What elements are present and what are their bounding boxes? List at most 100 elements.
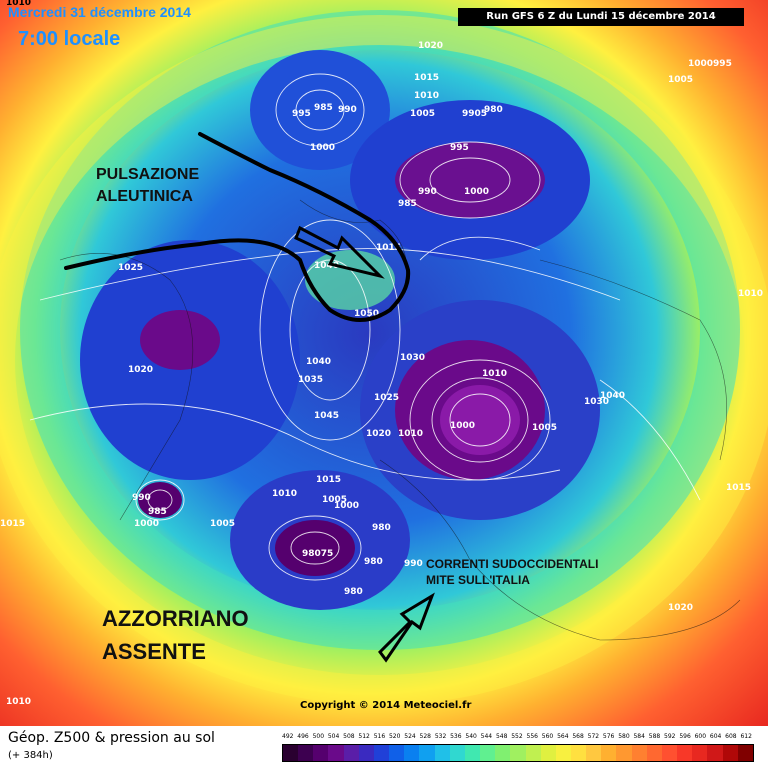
scale-value: 584 [633, 733, 645, 740]
forecast-date: Mercredi 31 décembre 2014 [8, 4, 191, 20]
pressure-label: 990 [418, 187, 437, 197]
pressure-label: 1005 [210, 519, 235, 529]
pressure-label: 1030 [584, 397, 609, 407]
scale-swatch [313, 745, 329, 761]
pressure-label: 1000 [464, 187, 489, 197]
scale-value: 592 [664, 733, 676, 740]
pressure-label: 1020 [668, 603, 693, 613]
forecast-time: 7:00 locale [18, 28, 121, 50]
pressure-label: 1015 [316, 475, 341, 485]
pressure-label: 1005 [668, 75, 693, 85]
scale-value: 504 [327, 733, 340, 740]
scale-swatch [661, 745, 678, 761]
pressure-label: 995 [292, 109, 311, 119]
pressure-label: 1020 [366, 429, 391, 439]
pressure-label: 1005 [322, 495, 347, 505]
scale-value: 528 [419, 733, 431, 740]
scale-value: 604 [709, 733, 722, 740]
pressure-label: 1020 [128, 365, 153, 375]
scale-swatch [510, 745, 526, 761]
scale-swatch [373, 745, 390, 761]
annotation-line: PULSAZIONE [96, 166, 200, 183]
scale-swatch [328, 745, 344, 761]
pressure-label: 1000 [310, 143, 335, 153]
pressure-label: 985 [148, 507, 167, 517]
pressure-label: 980 [484, 105, 503, 115]
scale-swatch [464, 745, 481, 761]
scale-swatch [631, 745, 647, 761]
pressure-label: 1010 [272, 489, 297, 499]
ring-cyan [20, 10, 740, 650]
annotation-line: ASSENTE [102, 639, 206, 664]
annotation-correnti: CORRENTI SUDOCCIDENTALI MITE SULL'ITALIA [426, 556, 598, 588]
scale-swatch [707, 745, 723, 761]
scale-value: 560 [541, 733, 554, 740]
scale-value: 524 [404, 733, 416, 740]
pressure-label: 995 [450, 143, 469, 153]
scale-swatch [419, 745, 435, 761]
pressure-label: 1015 [726, 483, 751, 493]
scale-swatch [586, 745, 602, 761]
pressure-label: 1000 [450, 421, 475, 431]
annotation-azzorriano: AZZORRIANO ASSENTE [102, 602, 249, 668]
scale-value: 508 [343, 733, 355, 740]
annotation-line: ALEUTINICA [96, 188, 193, 205]
pressure-label: 1015 [0, 519, 25, 529]
scale-value: 512 [358, 733, 370, 740]
scale-value: 568 [572, 733, 584, 740]
pressure-label: 985 [314, 103, 333, 113]
scale-swatch [737, 745, 753, 761]
pressure-label: 990 [338, 105, 357, 115]
scale-swatch [616, 745, 632, 761]
scale-value: 564 [557, 733, 569, 740]
blue-lobe-north [250, 50, 390, 170]
pressure-label: 1030 [400, 353, 425, 363]
scale-swatch [722, 745, 738, 761]
pressure-label: 990 [404, 559, 423, 569]
pressure-label: 1010 [6, 697, 31, 707]
copyright-text: Copyright © 2014 Meteociel.fr [300, 700, 472, 711]
top-corner-label: 1010 [6, 0, 32, 8]
pressure-label: 1020 [418, 41, 443, 51]
scale-value: 572 [587, 733, 600, 740]
pressure-label: 1000995 [688, 59, 732, 69]
pressure-label: 98075 [302, 549, 333, 559]
pressure-label: 1010 [482, 369, 507, 379]
scale-swatch [434, 745, 450, 761]
scale-swatch [692, 745, 708, 761]
scale-value: 500 [312, 733, 325, 740]
legend-title: Géop. Z500 & pression au sol [8, 730, 215, 746]
purple-core-siberia-inner [440, 385, 520, 455]
pressure-label: 1015 [414, 73, 439, 83]
scale-value: 540 [465, 733, 477, 740]
purple-core-west [140, 310, 220, 370]
green-patch [305, 250, 395, 310]
pressure-label: 9905 [462, 109, 487, 119]
scale-swatch [570, 745, 587, 761]
scale-value: 492 [282, 733, 294, 740]
scale-value: 556 [526, 733, 538, 740]
pressure-label: 1040 [314, 261, 339, 271]
scale-value: 516 [373, 733, 386, 740]
scale-swatch [404, 745, 420, 761]
pressure-label: 1025 [118, 263, 143, 273]
scale-value: 600 [694, 733, 707, 740]
annotation-line: AZZORRIANO [102, 606, 249, 631]
legend-subtitle: (+ 384h) [8, 750, 53, 761]
arrow-outline-italy [378, 592, 435, 663]
pressure-label: 1035 [298, 375, 323, 385]
pressure-label: 1010 [738, 289, 763, 299]
scale-value: 576 [602, 733, 615, 740]
scale-value: 612 [740, 733, 752, 740]
scale-swatch [283, 745, 299, 761]
pressure-label: 1000 [334, 501, 359, 511]
pressure-label: 985 [398, 199, 417, 209]
scale-swatch [343, 745, 359, 761]
arrow-outline-pulse [294, 225, 385, 279]
pressure-label: 1045 [314, 411, 339, 421]
scale-value: 532 [434, 733, 447, 740]
scale-value: 544 [480, 733, 493, 740]
pressure-label: 1050 [354, 309, 379, 319]
